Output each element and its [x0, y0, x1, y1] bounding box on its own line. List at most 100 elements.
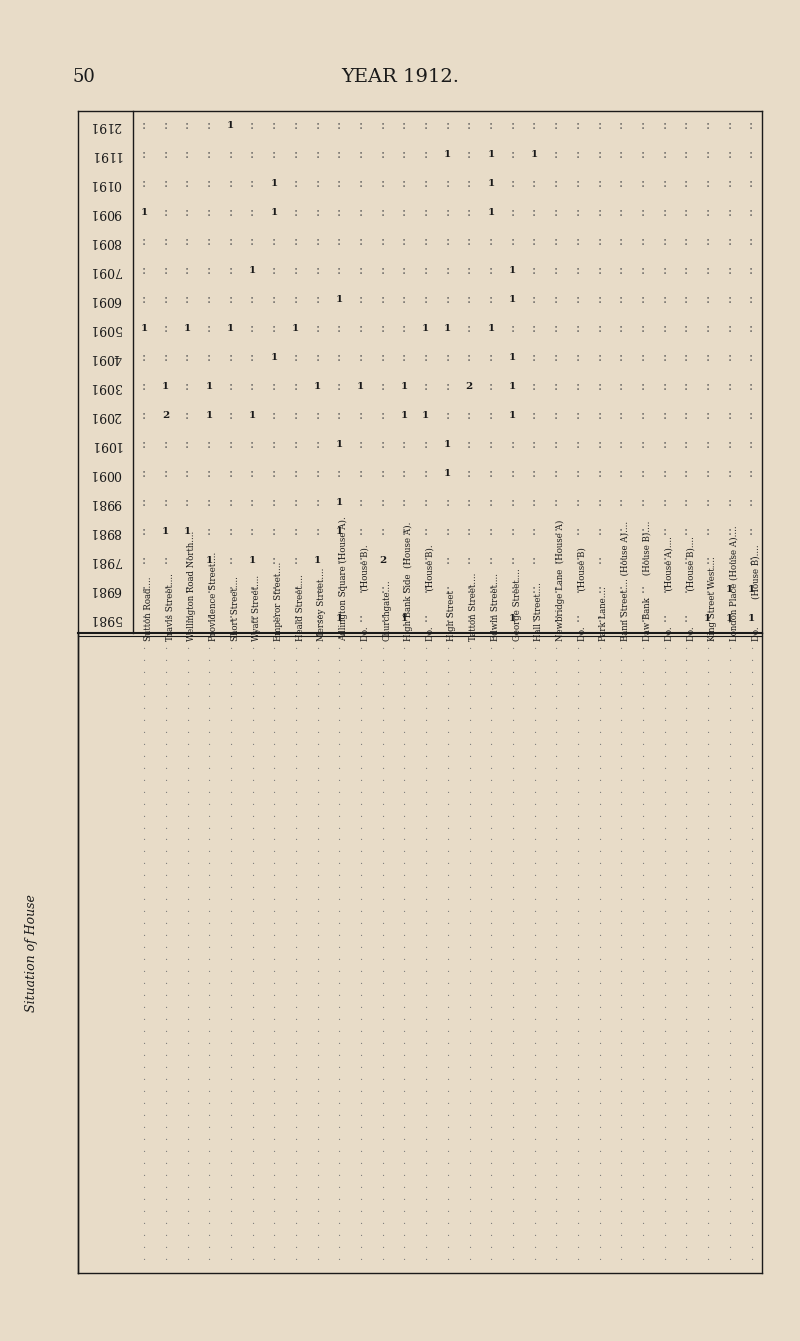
Text: High Street: High Street [447, 590, 457, 641]
Text: Newbridge Lane  (House A): Newbridge Lane (House A) [556, 519, 565, 641]
Text: :: : [185, 264, 190, 278]
Text: .: . [533, 1097, 536, 1106]
Text: .: . [576, 990, 579, 999]
Text: :: : [575, 583, 580, 595]
Text: .: . [359, 1133, 362, 1143]
Text: .: . [294, 798, 298, 806]
Text: .: . [164, 966, 167, 975]
Text: Do.             (House B): Do. (House B) [578, 547, 586, 641]
Text: .: . [338, 1074, 341, 1082]
Text: .: . [533, 881, 536, 890]
Text: .: . [207, 738, 210, 747]
Text: .: . [142, 990, 146, 999]
Text: .: . [554, 653, 558, 662]
Text: :: : [185, 292, 190, 306]
Text: .: . [554, 857, 558, 866]
Text: :: : [706, 524, 710, 538]
Text: .: . [576, 653, 579, 662]
Text: .: . [229, 966, 232, 975]
Text: .: . [294, 1206, 298, 1215]
Text: .: . [511, 893, 514, 902]
Text: .: . [750, 845, 753, 854]
Text: .: . [663, 1014, 666, 1022]
Text: .: . [750, 653, 753, 662]
Text: .: . [402, 653, 406, 662]
Text: .: . [338, 1085, 341, 1094]
Text: .: . [402, 1145, 406, 1155]
Text: .: . [294, 701, 298, 711]
Text: .: . [250, 774, 254, 783]
Text: .: . [533, 1026, 536, 1034]
Text: :: : [727, 322, 731, 335]
Text: .: . [424, 1014, 427, 1022]
Text: .: . [728, 1242, 731, 1251]
Text: .: . [576, 677, 579, 687]
Text: .: . [533, 978, 536, 987]
Text: .: . [359, 725, 362, 735]
Text: :: : [749, 292, 754, 306]
Text: .: . [402, 762, 406, 771]
Text: .: . [490, 1038, 493, 1046]
Text: 4091: 4091 [90, 351, 122, 363]
Text: .: . [381, 905, 384, 915]
Text: :: : [575, 264, 580, 278]
Text: .: . [554, 905, 558, 915]
Text: .: . [294, 677, 298, 687]
Text: :: : [662, 235, 666, 248]
Text: .: . [424, 653, 427, 662]
Text: .: . [663, 1133, 666, 1143]
Text: :: : [402, 554, 406, 567]
Text: .: . [142, 1157, 146, 1167]
Text: .: . [359, 1002, 362, 1011]
Text: .: . [316, 978, 319, 987]
Text: .: . [142, 677, 146, 687]
Text: .: . [468, 966, 470, 975]
Text: :: : [662, 380, 666, 393]
Text: .: . [511, 978, 514, 987]
Text: .: . [381, 834, 384, 842]
Text: .: . [641, 917, 644, 927]
Text: :: : [272, 524, 276, 538]
Text: .: . [402, 1169, 406, 1179]
Text: :: : [575, 496, 580, 510]
Text: .: . [554, 641, 558, 650]
Text: .: . [381, 1145, 384, 1155]
Text: .: . [619, 966, 622, 975]
Text: :: : [706, 351, 710, 363]
Text: .: . [576, 1169, 579, 1179]
Text: .: . [402, 990, 406, 999]
Text: .: . [338, 798, 341, 806]
Text: :: : [294, 119, 298, 131]
Text: .: . [706, 701, 710, 711]
Text: .: . [641, 810, 644, 818]
Text: .: . [750, 1062, 753, 1070]
Text: .: . [750, 1206, 753, 1215]
Text: :: : [337, 207, 341, 219]
Text: .: . [359, 869, 362, 878]
Text: .: . [598, 1002, 601, 1011]
Text: .: . [706, 1002, 710, 1011]
Text: .: . [402, 1157, 406, 1167]
Text: :: : [684, 439, 688, 451]
Text: Mersey Street....: Mersey Street.... [318, 567, 326, 641]
Text: .: . [359, 834, 362, 842]
Text: 1: 1 [509, 353, 516, 362]
Text: Short Street....: Short Street.... [230, 577, 240, 641]
Text: .: . [316, 990, 319, 999]
Text: .: . [381, 1193, 384, 1203]
Text: .: . [142, 966, 146, 975]
Text: .: . [533, 1109, 536, 1118]
Text: .: . [576, 701, 579, 711]
Text: .: . [273, 1121, 275, 1130]
Text: :: : [684, 611, 688, 625]
Text: .: . [619, 713, 622, 723]
Text: .: . [490, 978, 493, 987]
Text: 0191: 0191 [90, 177, 122, 190]
Text: .: . [598, 978, 601, 987]
Text: :: : [706, 409, 710, 422]
Text: .: . [186, 1218, 189, 1227]
Text: .: . [490, 1218, 493, 1227]
Text: :: : [727, 177, 731, 190]
Text: .: . [142, 857, 146, 866]
Text: .: . [641, 689, 644, 699]
